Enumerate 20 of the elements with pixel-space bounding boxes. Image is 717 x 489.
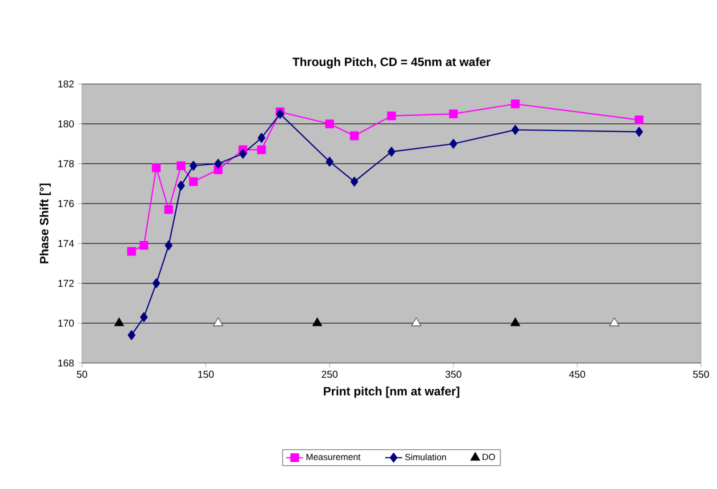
y-tick-label: 182 [58, 80, 74, 88]
y-tick-label: 178 [58, 160, 74, 168]
x-tick-label: 250 [322, 370, 338, 378]
x-axis-title: Print pitch [nm at wafer] [324, 386, 460, 398]
y-tick-label: 176 [58, 200, 74, 208]
y-tick-label: 168 [58, 359, 74, 367]
legend-label: Measurement [306, 454, 361, 460]
y-axis-title: Phase Shift [°] [40, 184, 51, 264]
x-tick-label: 50 [76, 370, 88, 378]
x-tick-label: 550 [693, 370, 709, 378]
x-tick-label: 450 [569, 370, 586, 378]
chart-title: Through Pitch, CD = 45nm at wafer [292, 57, 490, 69]
x-tick-label: 350 [445, 370, 462, 378]
legend-label: Simulation [405, 454, 446, 460]
y-tick-label: 170 [58, 320, 74, 327]
y-tick-label: 174 [58, 240, 74, 247]
y-tick-label: 172 [58, 280, 74, 287]
x-tick-label: 150 [198, 370, 214, 378]
y-tick-label: 180 [58, 120, 74, 128]
legend-label: DO [482, 454, 495, 460]
